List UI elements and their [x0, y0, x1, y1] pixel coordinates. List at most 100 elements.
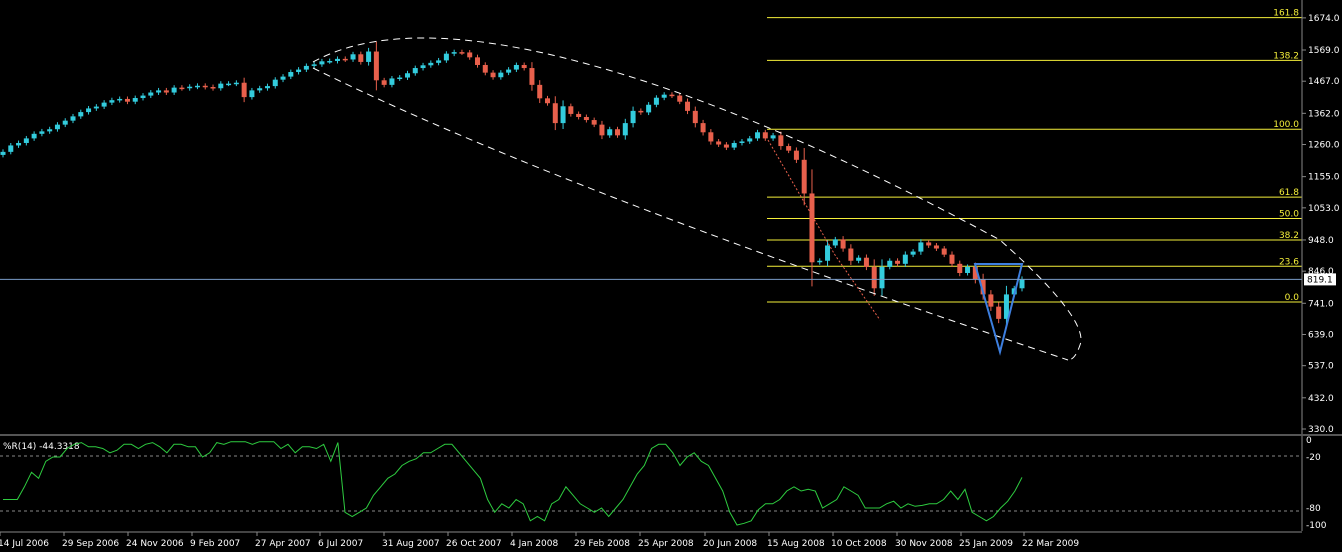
- candle-body: [202, 85, 208, 88]
- candle-body: [615, 129, 621, 136]
- pattern-overlays: [312, 37, 1082, 361]
- time-tick-label: 30 Nov 2008: [895, 539, 953, 549]
- price-tick-label: 948.0: [1308, 236, 1334, 246]
- candle-body: [241, 82, 247, 98]
- time-tick-label: 25 Jan 2009: [959, 539, 1013, 549]
- time-tick-label: 15 Aug 2008: [767, 539, 825, 549]
- candle-body: [264, 86, 270, 89]
- candle-body: [467, 52, 473, 58]
- candle-body: [8, 145, 14, 152]
- current-price-tag: 819.1: [1304, 273, 1336, 286]
- candle-body: [755, 132, 761, 139]
- candle-body: [996, 306, 1002, 319]
- candle-body: [599, 124, 605, 136]
- candle-body: [163, 90, 169, 93]
- candle-body: [552, 103, 558, 124]
- candle-body: [700, 123, 706, 133]
- candle-body: [54, 124, 60, 130]
- candle-body: [895, 260, 901, 264]
- candle-body: [226, 83, 232, 86]
- candle-body: [793, 150, 799, 160]
- candle-body: [848, 248, 854, 261]
- candle-body: [669, 94, 675, 97]
- time-tick-label: 29 Sep 2006: [62, 539, 119, 549]
- candle-body: [832, 239, 838, 246]
- candle-body: [576, 113, 582, 117]
- time-tick-label: 25 Apr 2008: [638, 539, 694, 549]
- wedge-upper-line: [312, 37, 1082, 361]
- candlesticks: [0, 41, 1025, 328]
- candle-body: [303, 65, 309, 70]
- price-tick-label: 846.0: [1308, 267, 1334, 277]
- candle-body: [506, 69, 512, 73]
- candle-body: [194, 85, 200, 88]
- candle-body: [926, 242, 932, 246]
- candle-body: [653, 97, 659, 105]
- candle-body: [918, 242, 924, 252]
- candle-body: [887, 260, 893, 267]
- candle-body: [607, 129, 613, 136]
- fibonacci-levels: 161.8 138.2 100.0 61.8 50.0 38.2 23.6 0.0: [767, 9, 1302, 303]
- time-tick-label: 24 Nov 2006: [126, 539, 184, 549]
- candle-body: [801, 159, 807, 194]
- time-tick-label: 6 Jul 2007: [318, 539, 363, 549]
- candle-body: [622, 123, 628, 136]
- candle-body: [879, 266, 885, 289]
- fib-label-5: 38.2: [1279, 231, 1299, 241]
- decline-trendline: [767, 139, 881, 321]
- time-tick-label: 29 Feb 2008: [574, 539, 630, 549]
- fib-label-6: 23.6: [1279, 257, 1299, 267]
- candle-body: [459, 52, 465, 54]
- candle-body: [350, 54, 356, 60]
- price-tick-label: 1260.0: [1308, 141, 1340, 151]
- time-tick-label: 4 Jan 2008: [510, 539, 558, 549]
- candle-body: [498, 72, 504, 78]
- candle-body: [311, 64, 317, 66]
- williams-r-axis: 0 -20 -80 -100: [1306, 436, 1327, 531]
- candle-body: [863, 257, 869, 267]
- candle-body: [101, 102, 107, 107]
- candle-body: [428, 62, 434, 66]
- candle-body: [739, 141, 745, 143]
- price-tick-label: 432.0: [1308, 394, 1334, 404]
- candle-body: [723, 144, 729, 148]
- price-tick-label: 330.0: [1308, 425, 1334, 435]
- candle-body: [490, 72, 496, 78]
- candle-body: [397, 77, 403, 80]
- candle-body: [296, 69, 302, 73]
- candle-body: [1019, 279, 1025, 289]
- williams-r-tick-label: -80: [1306, 504, 1321, 514]
- williams-r-label: %R(14) -44.3318: [3, 442, 80, 452]
- candle-body: [692, 110, 698, 124]
- candle-body: [179, 87, 185, 90]
- candle-body: [972, 266, 978, 280]
- candle-body: [817, 260, 823, 263]
- candle-body: [288, 72, 294, 77]
- candle-body: [871, 266, 877, 289]
- candle-body: [93, 106, 99, 109]
- price-tick-label: 1362.0: [1308, 109, 1340, 119]
- candle-body: [140, 95, 146, 99]
- candle-body: [965, 266, 971, 273]
- candle-body: [685, 101, 691, 111]
- price-axis: 1674.0 1569.0 1467.0 1362.0 1260.0 1155.0 1053…: [1301, 0, 1340, 435]
- inverted-triangle-pattern: [973, 263, 1024, 356]
- candle-body: [156, 90, 162, 93]
- candle-body: [412, 68, 418, 74]
- candle-body: [233, 82, 239, 85]
- candle-body: [132, 98, 138, 102]
- candle-body: [708, 132, 714, 142]
- candle-body: [210, 87, 216, 89]
- candle-body: [86, 108, 92, 113]
- candle-body: [381, 80, 387, 85]
- candle-body: [980, 279, 986, 295]
- candle-body: [436, 60, 442, 63]
- candle-body: [70, 116, 76, 121]
- fib-label-0: 161.8: [1273, 9, 1299, 19]
- candle-body: [366, 51, 372, 62]
- candle-body: [78, 112, 84, 117]
- fib-label-7: 0.0: [1285, 293, 1300, 303]
- candle-body: [747, 138, 753, 142]
